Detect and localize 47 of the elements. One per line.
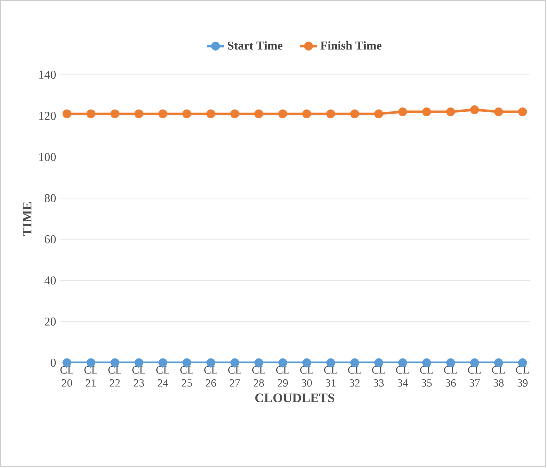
y-tick-label: 120 <box>40 112 56 120</box>
point <box>470 106 480 114</box>
x-tick-label: CL 34 <box>396 366 410 387</box>
x-tick-label: CL 38 <box>492 366 506 387</box>
point <box>350 110 360 119</box>
point <box>86 110 96 119</box>
x-tick-label: CL 36 <box>444 366 458 387</box>
point <box>518 108 528 116</box>
point <box>302 110 312 119</box>
y-tick-label: 0 <box>50 358 56 368</box>
x-tick-label: CL 24 <box>156 366 170 387</box>
point <box>62 110 72 119</box>
point <box>422 108 432 116</box>
x-tick-label: CL 32 <box>348 366 362 387</box>
x-tick-label: CL 25 <box>180 366 194 387</box>
x-tick-label: CL 20 <box>60 366 74 387</box>
y-tick-label: 140 <box>40 70 56 80</box>
point <box>230 110 240 119</box>
point <box>158 110 168 119</box>
x-tick-label: CL 39 <box>516 366 530 387</box>
point <box>446 108 456 116</box>
point <box>110 110 120 119</box>
y-tick-label: 80 <box>44 194 56 202</box>
x-axis-title: CLOUDLETS <box>256 394 335 403</box>
legend-label: Finish Time <box>320 41 382 50</box>
y-tick-label: 100 <box>40 153 56 162</box>
point <box>206 110 216 119</box>
y-tick-label: 20 <box>45 318 56 326</box>
point <box>278 110 288 119</box>
x-tick-label: CL 27 <box>228 366 242 387</box>
x-tick-label: CL 33 <box>372 366 386 387</box>
x-tick-label: CL 22 <box>108 366 122 387</box>
point <box>182 110 192 119</box>
point <box>398 108 408 116</box>
x-tick-label: CL 26 <box>204 366 218 387</box>
x-tick-label: CL 23 <box>132 366 146 387</box>
point <box>326 110 336 119</box>
x-tick-label: CL 21 <box>84 366 98 387</box>
x-tick-label: CL 37 <box>468 366 482 387</box>
y-axis-title: TIME <box>23 202 32 236</box>
point <box>494 108 504 116</box>
point <box>254 110 264 119</box>
point <box>374 110 384 119</box>
y-tick-label: 60 <box>44 236 56 244</box>
point <box>134 110 144 119</box>
y-tick-label: 40 <box>44 276 56 285</box>
legend-label: Start Time <box>228 41 283 50</box>
